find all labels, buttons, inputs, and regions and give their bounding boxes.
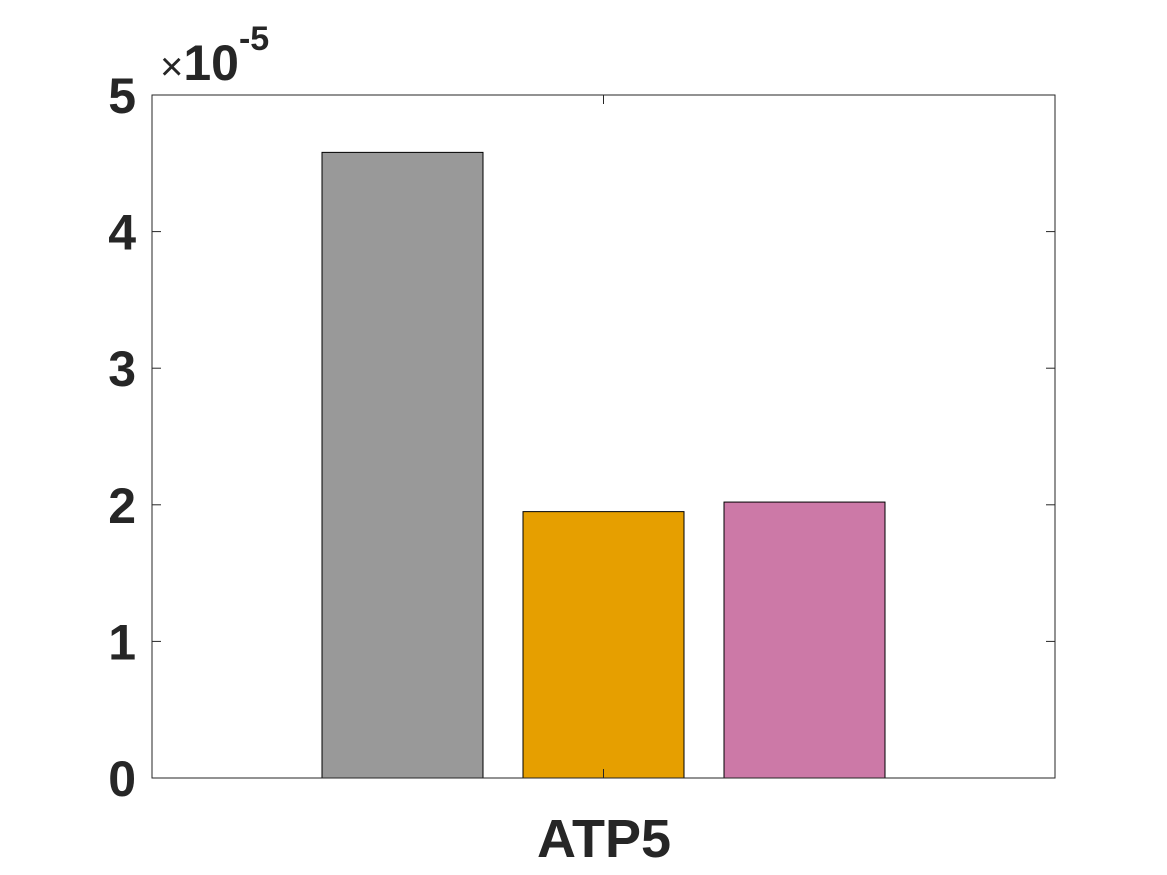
y-tick-label: 3	[108, 341, 136, 397]
bar-series-3	[723, 501, 886, 779]
y-multiplier: ×10-5	[160, 20, 269, 91]
plot-frame	[151, 94, 1056, 779]
y-multiplier-base: 10	[183, 35, 239, 91]
y-tick-label: 5	[108, 68, 136, 124]
bar-series-2	[522, 511, 685, 779]
bar-series-1	[321, 151, 484, 779]
bars	[321, 151, 886, 779]
y-tick-label: 2	[108, 478, 136, 534]
y-tick-label: 1	[108, 614, 136, 670]
y-tick-label: 4	[108, 205, 136, 261]
y-multiplier-exponent: -5	[239, 20, 269, 58]
y-tick-labels: 0 1 2 3 4 5	[108, 68, 136, 807]
x-tick-label: ATP5	[537, 809, 671, 869]
y-multiplier-times: ×	[160, 45, 183, 89]
y-tick-label: 0	[108, 751, 136, 807]
